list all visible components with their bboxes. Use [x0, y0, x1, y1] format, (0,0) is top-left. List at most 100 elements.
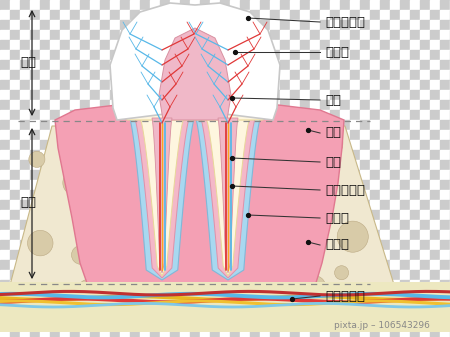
Bar: [290, 240, 300, 250]
Bar: [120, 0, 130, 10]
Bar: [150, 60, 160, 70]
Bar: [270, 230, 280, 240]
Bar: [190, 180, 200, 190]
Bar: [300, 320, 310, 330]
Bar: [190, 110, 200, 120]
Bar: [180, 50, 190, 60]
Bar: [280, 10, 290, 20]
Bar: [190, 50, 200, 60]
Bar: [10, 40, 20, 50]
Bar: [260, 0, 270, 10]
Bar: [420, 80, 430, 90]
Bar: [180, 190, 190, 200]
Bar: [100, 330, 110, 337]
Bar: [340, 330, 350, 337]
Bar: [270, 260, 280, 270]
Bar: [300, 110, 310, 120]
Bar: [130, 330, 140, 337]
Bar: [190, 0, 200, 10]
Bar: [120, 230, 130, 240]
Bar: [270, 200, 280, 210]
Bar: [20, 0, 30, 10]
Bar: [350, 280, 360, 290]
Bar: [320, 240, 330, 250]
Bar: [50, 80, 60, 90]
Bar: [70, 10, 80, 20]
Bar: [270, 290, 280, 300]
Bar: [320, 330, 330, 337]
Bar: [20, 60, 30, 70]
Bar: [300, 190, 310, 200]
Bar: [110, 260, 120, 270]
Bar: [250, 50, 260, 60]
Bar: [160, 230, 170, 240]
Bar: [260, 200, 270, 210]
Bar: [320, 130, 330, 140]
Bar: [300, 140, 310, 150]
Bar: [380, 260, 390, 270]
Bar: [110, 190, 120, 200]
Circle shape: [180, 270, 197, 287]
Bar: [20, 150, 30, 160]
Bar: [340, 80, 350, 90]
Bar: [370, 80, 380, 90]
Bar: [200, 260, 210, 270]
Bar: [390, 100, 400, 110]
Bar: [440, 50, 450, 60]
Bar: [130, 170, 140, 180]
Bar: [20, 90, 30, 100]
Bar: [340, 300, 350, 310]
Bar: [230, 0, 240, 10]
Bar: [380, 100, 390, 110]
Bar: [420, 140, 430, 150]
Bar: [160, 330, 170, 337]
Bar: [90, 260, 100, 270]
Circle shape: [270, 150, 297, 177]
Bar: [340, 180, 350, 190]
Bar: [240, 310, 250, 320]
Bar: [60, 290, 70, 300]
Bar: [310, 100, 320, 110]
Bar: [0, 210, 10, 220]
Circle shape: [121, 233, 144, 255]
Bar: [390, 270, 400, 280]
Bar: [350, 260, 360, 270]
Bar: [330, 320, 340, 330]
Bar: [0, 320, 10, 330]
Bar: [430, 330, 440, 337]
Bar: [280, 50, 290, 60]
Bar: [60, 330, 70, 337]
Bar: [350, 60, 360, 70]
Bar: [90, 290, 100, 300]
Bar: [130, 290, 140, 300]
Bar: [410, 30, 420, 40]
Bar: [300, 120, 310, 130]
Bar: [340, 200, 350, 210]
Bar: [40, 30, 50, 40]
Bar: [190, 70, 200, 80]
Bar: [330, 280, 340, 290]
Bar: [80, 170, 90, 180]
Text: 歯槽骨: 歯槽骨: [325, 239, 349, 251]
Bar: [240, 200, 250, 210]
Bar: [270, 330, 280, 337]
Bar: [360, 80, 370, 90]
Bar: [70, 170, 80, 180]
Bar: [210, 110, 220, 120]
Bar: [350, 200, 360, 210]
Bar: [80, 250, 90, 260]
Bar: [180, 10, 190, 20]
Bar: [100, 90, 110, 100]
Bar: [210, 240, 220, 250]
Bar: [170, 100, 180, 110]
Bar: [80, 280, 90, 290]
Bar: [420, 10, 430, 20]
Bar: [260, 260, 270, 270]
Bar: [390, 300, 400, 310]
Bar: [440, 40, 450, 50]
Bar: [300, 150, 310, 160]
Bar: [390, 150, 400, 160]
Bar: [290, 330, 300, 337]
Bar: [320, 300, 330, 310]
Bar: [100, 320, 110, 330]
